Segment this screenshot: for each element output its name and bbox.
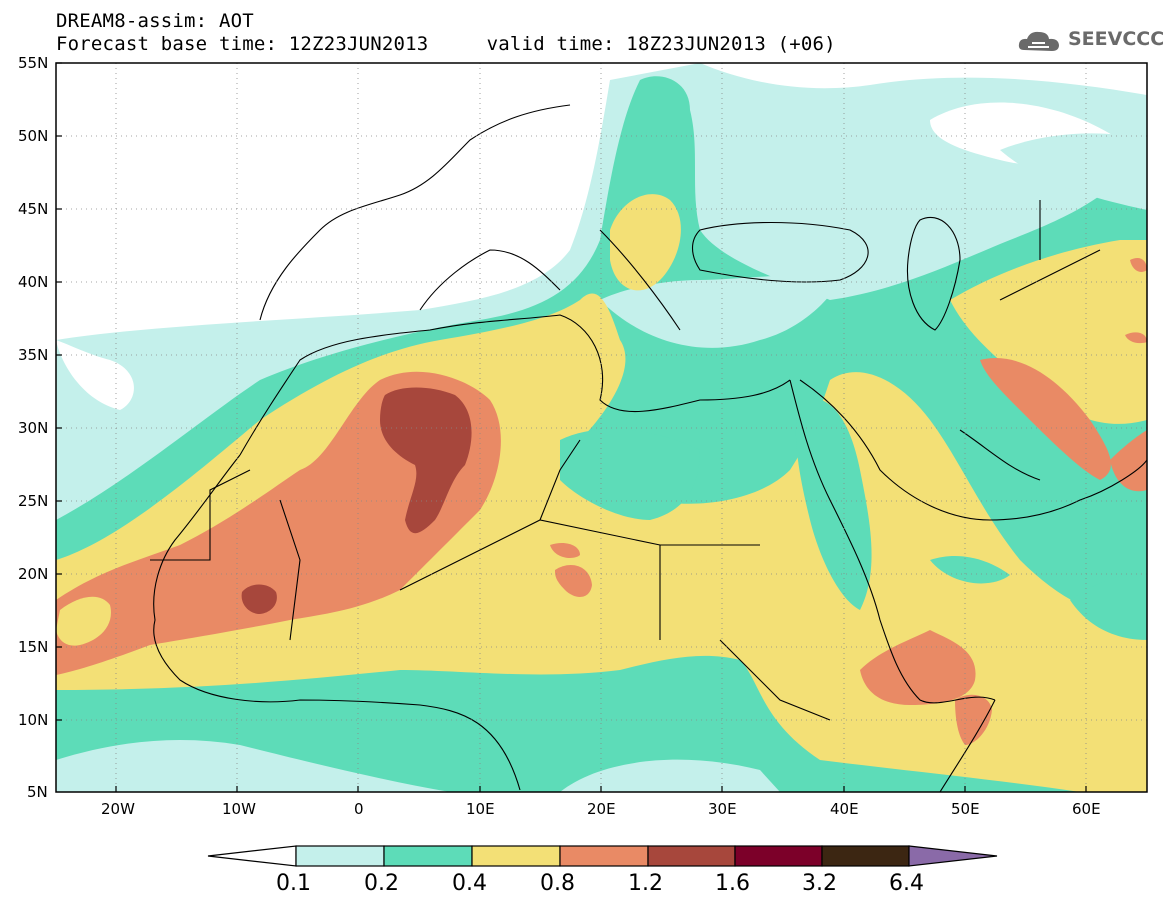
lat-label-25N: 25N bbox=[18, 492, 49, 510]
lon-label-20W: 20W bbox=[101, 800, 135, 818]
colorbar-bin-3 bbox=[471, 845, 561, 867]
title-line-1: DREAM8-assim: AOT bbox=[56, 10, 254, 32]
colorbar-bin-6 bbox=[734, 845, 823, 867]
colorbar-bin-5 bbox=[647, 845, 736, 867]
lon-label-50E: 50E bbox=[951, 800, 980, 818]
cloud-icon bbox=[1018, 31, 1059, 51]
colorbar-bin-2 bbox=[383, 845, 473, 867]
legend-label-0.2: 0.2 bbox=[364, 871, 399, 896]
lon-label-60E: 60E bbox=[1072, 800, 1101, 818]
aot-level-1.2 bbox=[380, 387, 472, 534]
colorbar bbox=[207, 845, 998, 867]
lon-label-20E: 20E bbox=[587, 800, 616, 818]
lon-label-10E: 10E bbox=[466, 800, 495, 818]
legend-label-6.4: 6.4 bbox=[889, 871, 924, 896]
logo-text: SEEVCCC bbox=[1068, 28, 1165, 50]
lat-label-30N: 30N bbox=[18, 419, 49, 437]
title-line-2: Forecast base time: 12Z23JUN2013 valid t… bbox=[56, 33, 836, 55]
legend-label-1.2: 1.2 bbox=[628, 871, 663, 896]
lat-label-15N: 15N bbox=[18, 638, 49, 656]
colorbar-bin-4 bbox=[559, 845, 649, 867]
lat-label-20N: 20N bbox=[18, 565, 49, 583]
legend-label-3.2: 3.2 bbox=[802, 871, 837, 896]
colorbar-under-arrow bbox=[207, 845, 297, 867]
aot-level-0.8 bbox=[56, 371, 501, 675]
lat-label-5N: 5N bbox=[27, 783, 48, 801]
lat-label-45N: 45N bbox=[18, 200, 49, 218]
legend-label-1.6: 1.6 bbox=[715, 871, 750, 896]
colorbar-bin-1 bbox=[295, 845, 385, 867]
lon-label-40E: 40E bbox=[830, 800, 859, 818]
legend-label-0.4: 0.4 bbox=[452, 871, 487, 896]
lat-label-35N: 35N bbox=[18, 346, 49, 364]
lon-label-30E: 30E bbox=[708, 800, 737, 818]
lat-label-10N: 10N bbox=[18, 711, 49, 729]
legend-label-0.8: 0.8 bbox=[540, 871, 575, 896]
legend-label-0.1: 0.1 bbox=[276, 871, 311, 896]
lat-label-55N: 55N bbox=[18, 54, 49, 72]
lon-label-10W: 10W bbox=[222, 800, 256, 818]
colorbar-bin-7 bbox=[821, 845, 910, 867]
lon-label-0: 0 bbox=[354, 800, 364, 818]
colorbar-over-arrow bbox=[908, 845, 998, 867]
lat-label-50N: 50N bbox=[18, 127, 49, 145]
lat-label-40N: 40N bbox=[18, 273, 49, 291]
